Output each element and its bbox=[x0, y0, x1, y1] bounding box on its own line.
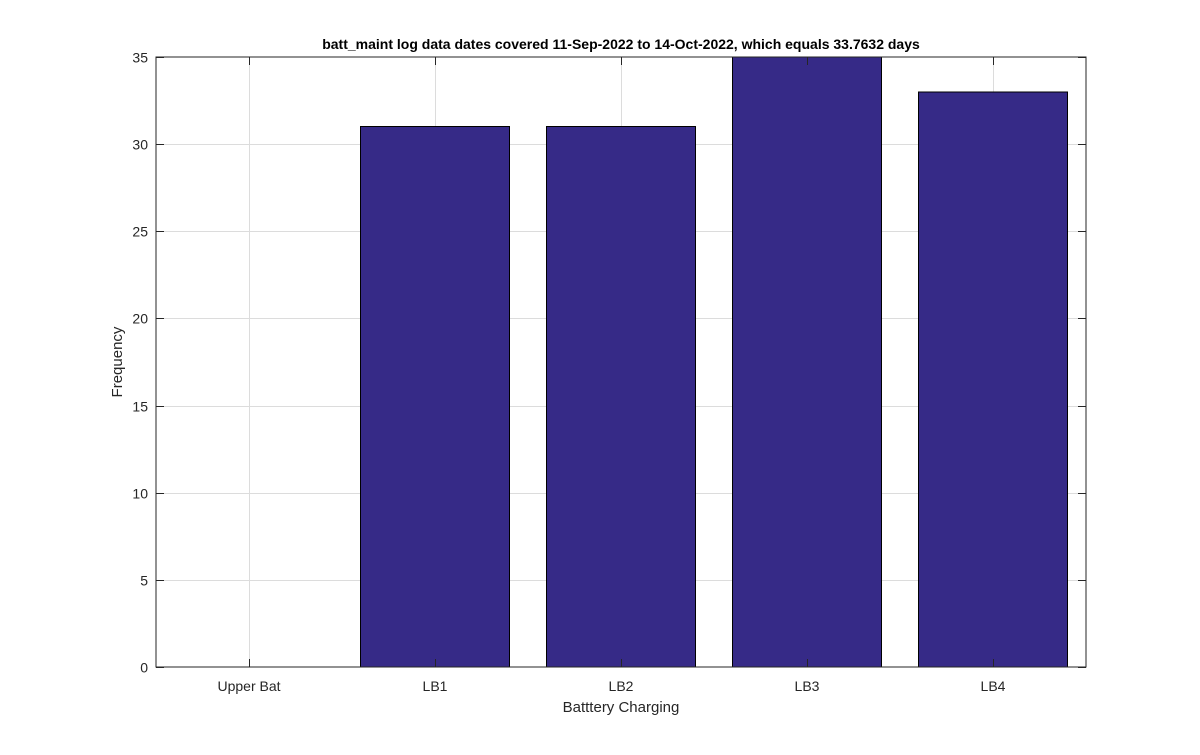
y-tick-label: 15 bbox=[132, 399, 148, 415]
bar-lb2 bbox=[546, 126, 696, 668]
y-axis-label: Frequency bbox=[109, 326, 126, 397]
y-tick-label: 5 bbox=[140, 573, 148, 589]
y-tick-label: 25 bbox=[132, 224, 148, 240]
x-axis-label: Batttery Charging bbox=[563, 699, 680, 716]
y-tick-label: 30 bbox=[132, 137, 148, 153]
tick-labels: 0 5 10 15 20 25 30 35 Upper Bat LB1 LB2 LB3 LB4 bbox=[132, 50, 1005, 695]
y-tick-label: 10 bbox=[132, 486, 148, 502]
chart-title: batt_maint log data dates covered 11-Sep… bbox=[322, 36, 920, 52]
bar-lb3 bbox=[732, 56, 882, 668]
axis-ticks bbox=[156, 57, 1086, 668]
bar-lb4 bbox=[918, 91, 1068, 668]
bar-lb1 bbox=[360, 126, 510, 668]
y-tick-label: 35 bbox=[132, 50, 148, 66]
y-tick-label: 20 bbox=[132, 311, 148, 327]
y-tick-label: 0 bbox=[140, 660, 148, 676]
x-tick-label: LB1 bbox=[423, 678, 448, 694]
x-tick-label: LB2 bbox=[609, 678, 634, 694]
x-tick-label: LB4 bbox=[981, 678, 1006, 694]
x-tick-label: Upper Bat bbox=[217, 678, 280, 694]
x-tick-label: LB3 bbox=[795, 678, 820, 694]
bars bbox=[360, 56, 1068, 668]
